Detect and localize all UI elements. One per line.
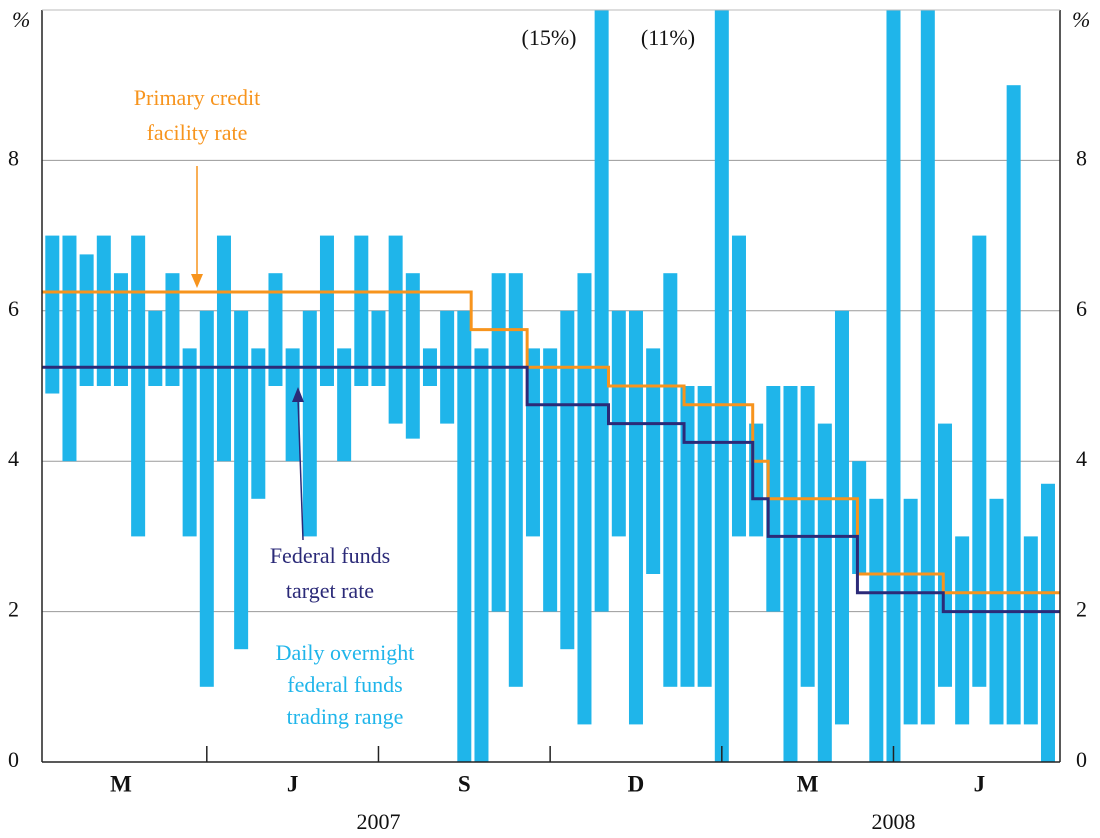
y2-tick-label: 6 [1076,296,1087,321]
x-tick-label: S [458,771,471,796]
range-bar [131,235,146,537]
range-bar [1006,85,1021,725]
x-tick-label: M [110,771,132,796]
range-bar [972,235,987,687]
range-bar [714,10,729,762]
range-bar [869,498,884,762]
range-bar [234,310,249,650]
range-bar [96,235,111,386]
range-bar [886,10,901,762]
annotation: facility rate [147,120,248,145]
range-bar [920,10,935,725]
range-bar [216,235,231,462]
y-unit-right: % [1072,7,1090,32]
annotation: Primary credit [134,85,260,110]
range-bar [337,348,352,462]
range-bar [697,386,712,687]
x-tick-label: J [287,771,299,796]
range-bar [148,310,163,386]
annotation: (15%) [522,25,577,50]
range-bar [903,498,918,725]
x-group-label: 2007 [356,809,400,834]
range-bar [525,348,540,537]
y-tick-label: 6 [8,296,19,321]
range-bar [1040,483,1055,762]
x-group-label: 2008 [871,809,915,834]
range-bar [508,273,523,687]
range-bar [628,310,643,725]
range-bar [663,273,678,687]
range-bar [560,310,575,650]
range-bar [474,348,489,762]
range-bar [302,310,317,537]
range-bar [371,310,386,386]
arrow-head [191,274,203,288]
x-tick-label: M [797,771,819,796]
range-bar [354,235,369,386]
annotation: Federal funds [270,543,390,568]
range-bar [852,461,867,574]
range-bar [594,10,609,612]
arrow [297,397,304,541]
range-bar [62,235,77,462]
range-bar [79,254,94,386]
range-bar [113,273,128,386]
range-bar [285,348,300,462]
y-unit-left: % [12,7,30,32]
y2-tick-label: 2 [1076,597,1087,622]
range-bar [388,235,403,424]
y-tick-label: 4 [8,446,19,471]
range-bar [955,536,970,725]
annotation: trading range [287,704,404,729]
range-bar [783,386,798,762]
range-bar [457,310,472,762]
range-bar [817,423,832,762]
range-bar [199,310,214,687]
range-bar [543,348,558,612]
series-line [42,290,1060,595]
annotation: Daily overnight [276,640,415,665]
y2-tick-label: 8 [1076,145,1087,170]
range-bar [45,235,60,394]
range-bar [1023,536,1038,725]
range-bar [251,348,266,499]
annotation: target rate [286,578,374,603]
range-bar [937,423,952,687]
range-bar [646,348,661,574]
range-bar [577,273,592,725]
range-bar [491,273,506,612]
range-bar [182,348,197,537]
x-tick-label: D [628,771,645,796]
range-bar [268,273,283,386]
series-line [42,365,1060,614]
range-bar [680,386,695,687]
plot-area [42,10,1060,762]
y2-tick-label: 0 [1076,747,1087,772]
arrow-head [292,387,304,402]
y-tick-label: 2 [8,597,19,622]
annotation: (11%) [641,25,695,50]
y-tick-label: 8 [8,145,19,170]
annotation: federal funds [287,672,402,697]
range-bar [319,235,334,386]
y-tick-label: 0 [8,747,19,772]
x-tick-label: J [974,771,986,796]
range-bar [405,273,420,439]
range-bar [834,310,849,725]
y2-tick-label: 4 [1076,446,1087,471]
range-bar [731,235,746,537]
range-bar [165,273,180,386]
